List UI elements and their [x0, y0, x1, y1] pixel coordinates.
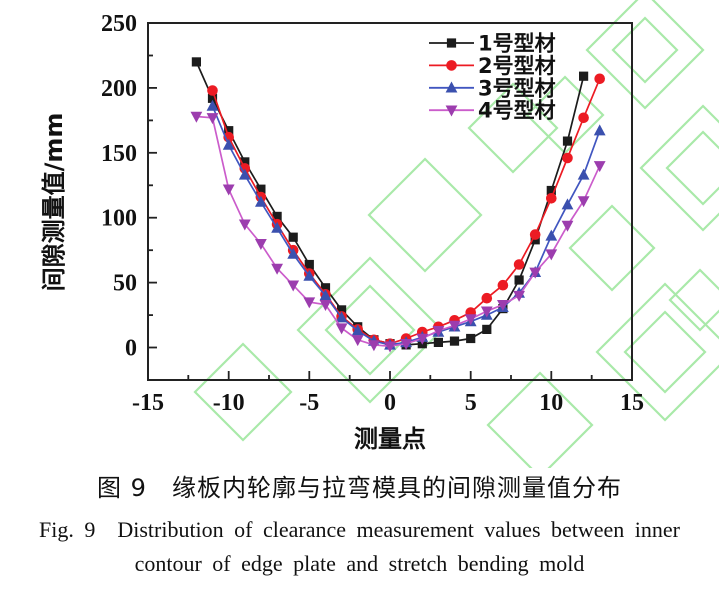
svg-text:-15: -15: [132, 390, 164, 416]
plot-frame: [147, 22, 633, 381]
svg-text:1号型材: 1号型材: [478, 32, 556, 56]
caption-english-line2: contour of edge plate and stretch bendin…: [134, 551, 585, 576]
axis-ticks: [147, 22, 633, 380]
clearance-distribution-chart: -15 -10 -5 0 5 10 15050100150200250测量点间隙测量值/mm…: [40, 0, 719, 468]
svg-text:250: 250: [101, 11, 137, 37]
svg-text:15: 15: [620, 390, 644, 416]
svg-text:200: 200: [101, 76, 137, 102]
legend-item-4: 4号型材: [429, 99, 556, 123]
y-axis-label: 间隙测量值/mm: [40, 113, 68, 292]
svg-text:-10: -10: [213, 390, 245, 416]
series-3-triangle-up: [206, 99, 606, 350]
legend-item-2: 2号型材: [429, 54, 556, 78]
svg-text:100: 100: [101, 206, 137, 232]
svg-text:0: 0: [125, 336, 137, 362]
svg-text:3号型材: 3号型材: [478, 76, 556, 100]
svg-text:-5: -5: [299, 390, 319, 416]
svg-text:10: 10: [539, 390, 563, 416]
caption-english-line1: Fig. 9 Distribution of clearance measure…: [38, 517, 681, 542]
svg-text:150: 150: [101, 141, 137, 167]
x-tick-labels: -15 -10 -5 0 5 10 15: [132, 390, 644, 416]
svg-text:5: 5: [465, 390, 477, 416]
legend-item-3: 3号型材: [429, 76, 556, 100]
svg-text:50: 50: [113, 271, 137, 297]
x-axis-label: 测量点: [354, 425, 426, 453]
svg-text:4号型材: 4号型材: [478, 99, 556, 123]
caption-chinese: 图 9 缘板内轮廓与拉弯模具的间隙测量值分布: [97, 474, 622, 502]
series-4-triangle-down: [190, 111, 606, 353]
svg-text:2号型材: 2号型材: [478, 54, 556, 78]
watermark-pattern: [193, 0, 719, 468]
legend-item-1: 1号型材: [429, 32, 556, 56]
svg-text:0: 0: [384, 390, 396, 416]
y-tick-labels: 0 50 100 150 200 250: [101, 11, 137, 362]
